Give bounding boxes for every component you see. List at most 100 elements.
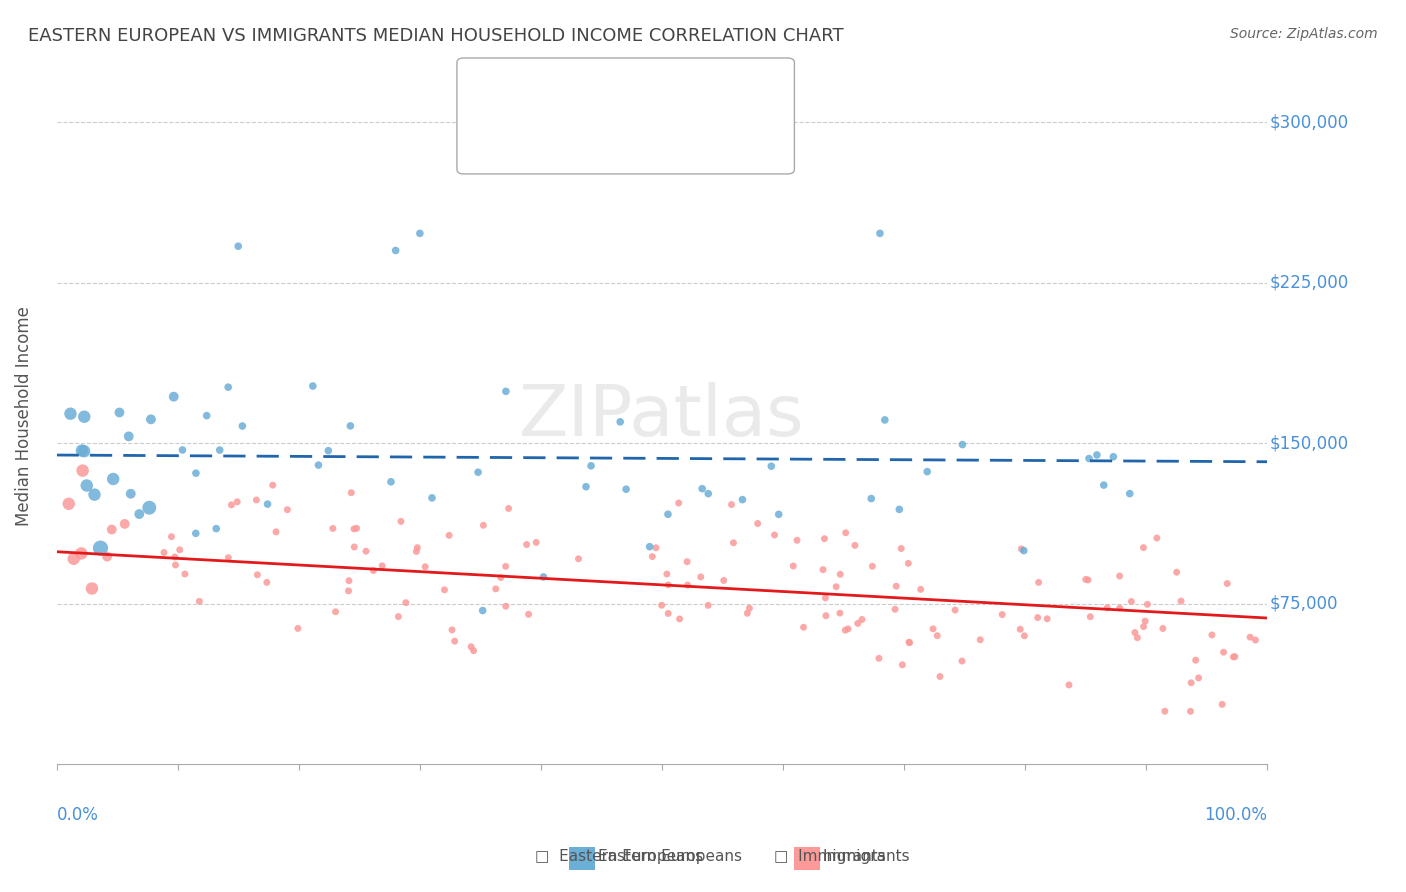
Point xyxy=(301,379,323,393)
Point xyxy=(763,528,786,542)
Point xyxy=(169,542,191,557)
Point xyxy=(83,488,105,502)
Point xyxy=(395,596,418,610)
Point xyxy=(991,607,1014,622)
Point xyxy=(101,523,124,537)
Point xyxy=(371,558,394,573)
Point xyxy=(343,522,366,536)
Point xyxy=(1092,478,1115,492)
Point xyxy=(1133,614,1156,628)
Point xyxy=(221,498,243,512)
Point xyxy=(114,516,136,531)
Point xyxy=(1223,649,1246,664)
Point xyxy=(184,526,207,541)
Point xyxy=(1146,531,1168,545)
Point xyxy=(363,564,385,578)
Point xyxy=(337,574,360,588)
Point xyxy=(834,624,856,638)
Point xyxy=(851,612,873,626)
Point xyxy=(1108,569,1130,583)
Point xyxy=(276,502,298,516)
Point xyxy=(188,594,211,608)
Point xyxy=(354,544,377,558)
Point xyxy=(814,591,837,605)
Point xyxy=(165,558,187,572)
Point xyxy=(747,516,769,531)
Point xyxy=(1102,450,1125,464)
Point xyxy=(697,599,720,613)
Point xyxy=(1216,576,1239,591)
Point xyxy=(689,570,711,584)
Text: $75,000: $75,000 xyxy=(1270,595,1339,613)
Text: Source: ZipAtlas.com: Source: ZipAtlas.com xyxy=(1230,27,1378,41)
Point xyxy=(339,418,361,433)
Point xyxy=(406,541,429,555)
Point xyxy=(343,540,366,554)
Point xyxy=(1097,600,1119,615)
Point xyxy=(641,549,664,564)
Point xyxy=(1166,566,1188,580)
Point xyxy=(575,480,598,494)
Point xyxy=(498,501,520,516)
Point xyxy=(108,405,131,419)
Point xyxy=(73,444,96,458)
Point xyxy=(256,575,278,590)
Point xyxy=(720,498,742,512)
Point xyxy=(103,472,125,486)
Text: ZIPatlas: ZIPatlas xyxy=(519,382,804,450)
Point xyxy=(231,419,253,434)
Point xyxy=(1121,594,1143,608)
Point xyxy=(567,551,589,566)
Point xyxy=(1152,622,1174,636)
Point xyxy=(910,582,932,597)
Point xyxy=(70,443,93,458)
Point xyxy=(1212,645,1234,659)
Point xyxy=(58,497,80,511)
Point xyxy=(1078,609,1101,624)
Point xyxy=(768,508,790,522)
Point xyxy=(737,607,759,621)
Point xyxy=(516,537,538,551)
Point xyxy=(651,599,673,613)
Point xyxy=(713,574,735,588)
Point xyxy=(1012,543,1035,558)
Text: Eastern Europeans: Eastern Europeans xyxy=(598,849,741,863)
Point xyxy=(1136,598,1159,612)
Point xyxy=(163,549,186,564)
Point xyxy=(657,578,679,592)
Point xyxy=(325,605,347,619)
Point xyxy=(62,551,84,566)
Point xyxy=(471,603,494,617)
Point xyxy=(697,486,720,500)
Point xyxy=(1132,541,1154,555)
Point xyxy=(1078,451,1101,466)
Point xyxy=(1187,671,1209,685)
Text: R = -0.388   N = 147: R = -0.388 N = 147 xyxy=(512,118,671,132)
Point xyxy=(413,559,436,574)
Point xyxy=(952,437,974,451)
Point xyxy=(676,555,699,569)
Text: 100.0%: 100.0% xyxy=(1205,806,1267,824)
Point xyxy=(1222,650,1244,665)
Text: □  Eastern Europeans: □ Eastern Europeans xyxy=(534,849,703,863)
Point xyxy=(389,515,412,529)
Point xyxy=(922,622,945,636)
Y-axis label: Median Household Income: Median Household Income xyxy=(15,307,32,526)
Text: $225,000: $225,000 xyxy=(1270,274,1350,292)
Point xyxy=(120,487,142,501)
Point xyxy=(898,636,921,650)
Point xyxy=(897,635,920,649)
Point xyxy=(1108,601,1130,615)
Point xyxy=(1085,448,1108,462)
Point xyxy=(118,429,141,443)
Point xyxy=(524,535,547,549)
Text: 0.0%: 0.0% xyxy=(56,806,98,824)
Point xyxy=(217,550,239,565)
Point xyxy=(1153,704,1175,718)
Point xyxy=(786,533,808,548)
Point xyxy=(813,532,835,546)
Point xyxy=(433,582,456,597)
Point xyxy=(441,623,464,637)
Point xyxy=(1077,573,1099,587)
Point xyxy=(72,464,94,478)
